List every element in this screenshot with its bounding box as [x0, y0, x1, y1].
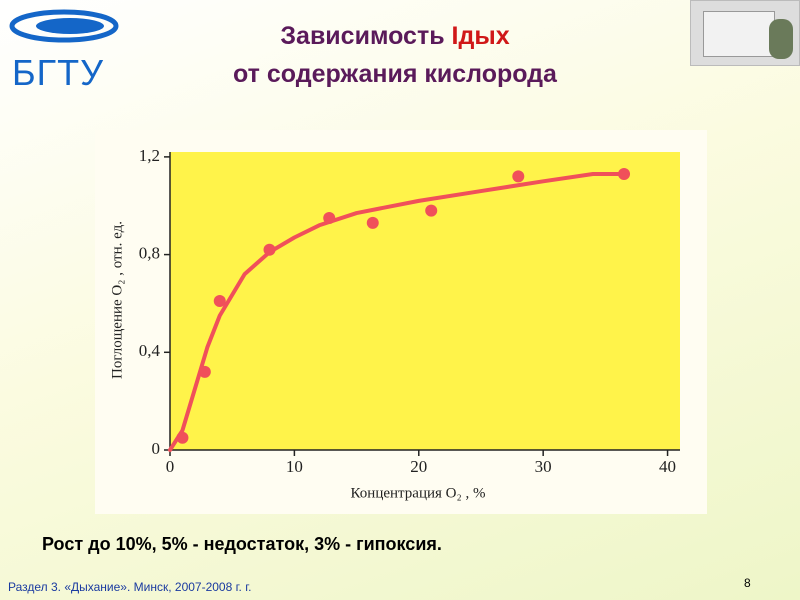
fit-curve [168, 171, 627, 452]
plot-area [170, 152, 680, 450]
x-tick-label: 40 [659, 457, 676, 476]
caption: Рост до 10%, 5% - недостаток, 3% - гипок… [42, 534, 442, 554]
y-tick-label: 0,8 [139, 243, 160, 262]
data-point [213, 295, 226, 307]
x-tick-label: 0 [166, 457, 175, 476]
data-point [366, 216, 379, 229]
title-text: Зависимость [280, 22, 445, 50]
x-tick-label: 20 [410, 457, 427, 476]
logo-text: БГТУ [12, 52, 104, 93]
x-tick-label: 10 [286, 457, 303, 476]
data-point [176, 431, 189, 444]
logo-swoosh [9, 9, 119, 43]
photo [690, 0, 800, 66]
y-tick-label: 1,2 [139, 146, 160, 165]
data-point [425, 204, 438, 217]
slide-title: Зависимость Iдых [150, 22, 640, 51]
y-tick-label: 0 [152, 439, 161, 458]
footer: Раздел 3. «Дыхание». Минск, 2007-2008 г.… [8, 580, 252, 594]
data-point [198, 365, 211, 378]
y-tick-label: 0,4 [139, 341, 161, 360]
data-point [263, 243, 276, 256]
page-number: 8 [744, 576, 751, 590]
data-point [618, 167, 631, 180]
x-axis-label: Концентрация O₂ , % [351, 485, 486, 501]
title-highlight: Iдых [451, 22, 510, 50]
data-point [323, 211, 336, 224]
data-point [512, 170, 525, 183]
slide-subtitle: от содержания кислорода [233, 60, 557, 88]
x-tick-label: 30 [535, 457, 552, 476]
y-axis-label: Поглощение O₂ , отн. ед. [109, 221, 125, 379]
